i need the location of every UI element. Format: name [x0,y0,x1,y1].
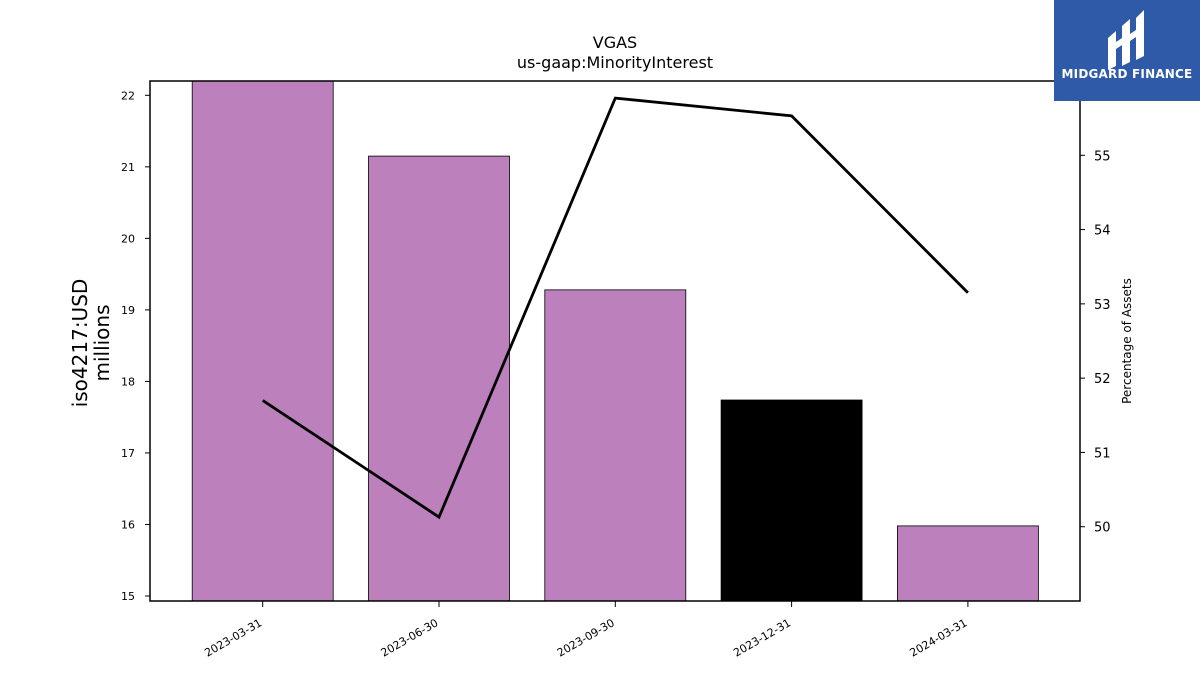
right-axis-label: Percentage of Assets [1120,278,1134,404]
x-tick-label: 2023-06-30 [379,616,441,659]
bar-2024-03-31 [897,525,1039,602]
x-axis-ticks: 2023-03-31 2023-06-30 2023-09-30 2023-12-31… [202,601,969,660]
left-tick-label: 20 [121,232,135,245]
left-tick-label: 17 [121,447,135,460]
right-tick-label: 50 [1094,521,1111,536]
bar-2023-09-30 [544,289,687,602]
bars-group [191,80,1039,602]
bar-2023-03-31 [191,80,334,602]
right-tick-label: 53 [1094,298,1111,313]
left-axis-label-line: millions [90,304,114,381]
line-group [261,96,969,520]
left-tick-label: 21 [121,161,135,174]
left-tick-label: 16 [121,518,135,531]
x-tick-label: 2023-09-30 [555,616,617,659]
right-tick-label: 51 [1094,446,1111,461]
right-axis-ticks: 50 51 52 53 54 55 [1080,149,1111,536]
right-tick-label: 54 [1094,224,1111,239]
left-axis-label-line: iso4217:USD [68,279,92,408]
left-tick-label: 18 [121,375,135,388]
left-tick-label: 15 [121,590,135,603]
right-tick-label: 52 [1094,372,1111,387]
x-tick-label: 2023-03-31 [202,616,264,659]
bar-2023-06-30 [368,155,510,602]
chart-title: VGAS [593,33,637,52]
logo-text: MIDGARD FINANCE [1061,67,1193,81]
left-tick-label: 19 [121,304,135,317]
left-axis-ticks: 15 16 17 18 19 20 21 22 [121,89,150,603]
percentage-line [261,96,969,520]
bar-2023-12-31 [720,399,863,602]
x-tick-label: 2023-12-31 [731,616,793,659]
x-tick-label: 2024-03-31 [908,616,970,659]
right-tick-label: 55 [1094,149,1111,164]
midgard-finance-logo: MIDGARD FINANCE [1054,0,1200,101]
left-tick-label: 22 [121,89,135,102]
chart-subtitle: us-gaap:MinorityInterest [517,53,713,72]
midgard-logo-mark-icon [1108,10,1144,70]
